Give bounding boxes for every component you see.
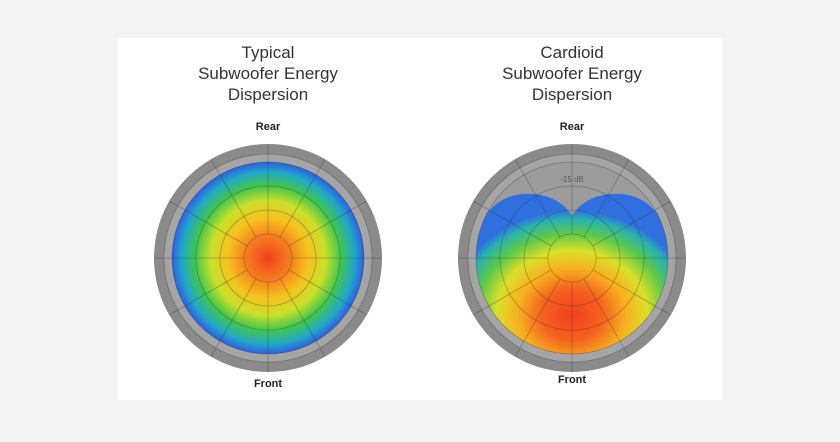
grid-ring bbox=[195, 185, 341, 331]
cardioid-title-line-2: Subwoofer Energy bbox=[502, 64, 642, 83]
energy-field bbox=[172, 162, 364, 354]
cardioid-polar-plot: -15 dB bbox=[458, 144, 686, 372]
typical-title-line-2: Subwoofer Energy bbox=[198, 64, 338, 83]
grid-spoke bbox=[210, 159, 257, 238]
grid-ring bbox=[499, 185, 645, 331]
rear-level-label: -15 dB bbox=[560, 175, 584, 184]
grid-ring bbox=[547, 233, 597, 283]
grid-spoke bbox=[279, 278, 326, 357]
cardioid-title-line-1: Cardioid bbox=[540, 43, 604, 62]
grid-spoke bbox=[592, 269, 671, 316]
cardioid-front-label: Front bbox=[557, 374, 587, 386]
grid-ring bbox=[171, 161, 365, 355]
cardioid-rear-label: Rear bbox=[559, 121, 585, 133]
grid-ring bbox=[243, 233, 293, 283]
grid-spoke bbox=[583, 278, 630, 357]
grid-ring bbox=[523, 209, 621, 307]
grid-spoke bbox=[169, 269, 248, 316]
typical-dispersion-diagram: Typical Subwoofer Energy Dispersion Rear bbox=[138, 0, 398, 442]
typical-title-line-3: Dispersion bbox=[227, 85, 309, 104]
polar-grid bbox=[458, 144, 686, 372]
typical-title-line-1: Typical bbox=[241, 43, 295, 62]
grid-spoke bbox=[473, 200, 552, 247]
grid-spoke bbox=[514, 278, 561, 357]
grid-spoke bbox=[514, 159, 561, 238]
typical-diagram-title: Typical Subwoofer Energy Dispersion bbox=[138, 42, 398, 105]
cardioid-energy-field bbox=[476, 193, 668, 354]
typical-polar-plot bbox=[154, 144, 382, 372]
grid-ring bbox=[467, 153, 677, 363]
grid-spoke bbox=[288, 200, 367, 247]
grid-spoke bbox=[279, 159, 326, 238]
grid-spoke bbox=[583, 159, 630, 238]
grid-spoke bbox=[169, 200, 248, 247]
grid-ring bbox=[475, 161, 669, 355]
typical-front-label: Front bbox=[253, 378, 283, 390]
grid-spoke bbox=[210, 278, 257, 357]
polar-grid bbox=[154, 144, 382, 372]
grid-spoke bbox=[473, 269, 552, 316]
grid-ring bbox=[163, 153, 373, 363]
cardioid-title-line-3: Dispersion bbox=[531, 85, 613, 104]
cardioid-diagram-title: Cardioid Subwoofer Energy Dispersion bbox=[442, 42, 702, 105]
grid-ring bbox=[219, 209, 317, 307]
cardioid-dispersion-diagram: Cardioid Subwoofer Energy Dispersion Rea… bbox=[442, 0, 702, 442]
grid-spoke bbox=[288, 269, 367, 316]
typical-rear-label: Rear bbox=[255, 121, 281, 133]
grid-spoke bbox=[592, 200, 671, 247]
